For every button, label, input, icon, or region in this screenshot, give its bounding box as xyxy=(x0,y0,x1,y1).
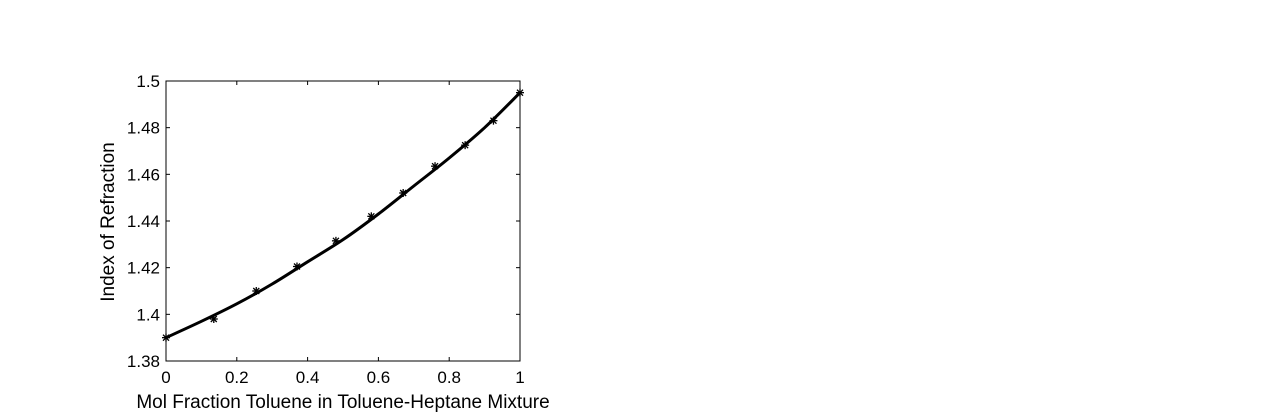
x-tick-label: 0.4 xyxy=(296,368,320,387)
data-point-marker xyxy=(292,262,301,271)
y-tick-label: 1.5 xyxy=(136,72,160,91)
data-point-marker xyxy=(252,287,261,295)
x-tick-label: 0 xyxy=(161,368,170,387)
y-axis-label: Index of Refraction xyxy=(98,142,119,301)
x-tick-label: 0.2 xyxy=(225,368,249,387)
fit-line xyxy=(164,91,522,340)
y-tick-label: 1.46 xyxy=(127,165,160,184)
data-point-marker xyxy=(431,162,440,171)
data-point-marker xyxy=(331,236,340,245)
x-tick-label: 1 xyxy=(515,368,524,387)
x-tick-label: 0.8 xyxy=(437,368,461,387)
y-tick-label: 1.44 xyxy=(127,212,160,231)
y-tick-label: 1.42 xyxy=(127,259,160,278)
x-axis-label: Mol Fraction Toluene in Toluene-Heptane … xyxy=(136,392,549,413)
axes-box xyxy=(165,80,521,362)
data-point-marker xyxy=(209,315,218,323)
data-point-marker xyxy=(367,212,376,221)
data-point-marker xyxy=(489,116,498,125)
x-axis: 0 0.2 0.4 0.6 0.8 1 xyxy=(161,81,525,387)
y-tick-label: 1.38 xyxy=(127,352,160,371)
data-point-marker xyxy=(461,141,470,150)
plot-area xyxy=(166,81,520,361)
data-point-marker xyxy=(399,189,408,197)
y-tick-label: 1.48 xyxy=(127,119,160,138)
y-tick-label: 1.4 xyxy=(136,305,160,324)
x-tick-label: 0.6 xyxy=(367,368,391,387)
